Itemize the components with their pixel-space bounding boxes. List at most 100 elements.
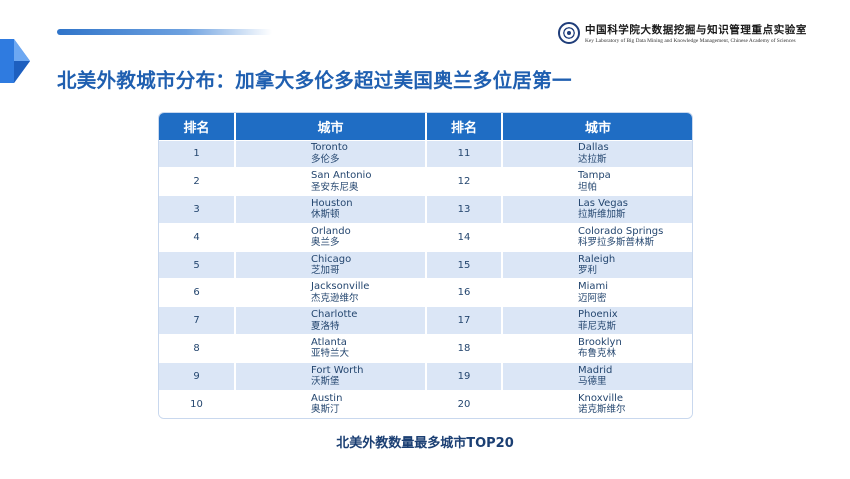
- city-cell: Orlando 奥兰多: [234, 222, 426, 252]
- city-name-en: San Antonio: [311, 170, 372, 182]
- city-name-cn: 达拉斯: [578, 153, 607, 165]
- city-name-cn: 奥斯汀: [311, 404, 340, 416]
- city-name-en: Las Vegas: [578, 197, 628, 209]
- city-cell: Dallas 达拉斯: [501, 139, 692, 168]
- table-row: 9 Fort Worth 沃斯堡 19 Madrid 马德里: [159, 361, 692, 391]
- rank-cell: 11: [425, 139, 502, 168]
- header-rank-right: 排名: [425, 113, 502, 140]
- lab-logo: 中国科学院大数据挖掘与知识管理重点实验室 Key Laboratory of B…: [558, 22, 807, 44]
- city-cell: Colorado Springs 科罗拉多斯普林斯: [501, 222, 692, 252]
- city-cell: Madrid 马德里: [501, 361, 692, 391]
- table-row: 7 Charlotte 夏洛特 17 Phoenix 菲尼克斯: [159, 306, 692, 335]
- table-row: 3 Houston 休斯顿 13 Las Vegas 拉斯维加斯: [159, 195, 692, 224]
- city-name-cn: 奥兰多: [311, 237, 340, 249]
- city-name-en: Miami: [578, 281, 609, 293]
- city-name-en: Toronto: [311, 142, 348, 154]
- rank-cell: 5: [159, 250, 235, 279]
- city-cell: Phoenix 菲尼克斯: [501, 306, 692, 335]
- rank-cell: 15: [425, 250, 502, 279]
- city-name-cn: 菲尼克斯: [578, 320, 617, 332]
- city-cell: Atlanta 亚特兰大: [234, 334, 426, 363]
- rank-cell: 6: [159, 278, 235, 307]
- city-cell: Knoxville 诺克斯维尔: [501, 389, 692, 418]
- city-name-cn: 诺克斯维尔: [578, 404, 626, 416]
- table-row: 5 Chicago 芝加哥 15 Raleigh 罗利: [159, 250, 692, 279]
- header-city-left: 城市: [234, 113, 426, 140]
- city-name-en: Phoenix: [578, 309, 618, 321]
- city-name-en: Chicago: [311, 253, 352, 265]
- city-name-en: Orlando: [311, 225, 351, 237]
- cas-seal-icon: [558, 22, 580, 44]
- city-name-en: Charlotte: [311, 309, 358, 321]
- city-cell: Charlotte 夏洛特: [234, 306, 426, 335]
- city-cell: Houston 休斯顿: [234, 195, 426, 224]
- city-name-cn: 圣安东尼奥: [311, 181, 359, 193]
- city-name-cn: 布鲁克林: [578, 348, 617, 360]
- rank-cell: 13: [425, 195, 502, 224]
- city-name-cn: 休斯顿: [311, 209, 340, 221]
- rank-cell: 10: [159, 389, 235, 418]
- city-name-cn: 夏洛特: [311, 320, 340, 332]
- table-row: 10 Austin 奥斯汀 20 Knoxville 诺克斯维尔: [159, 389, 692, 418]
- city-name-cn: 坦帕: [578, 181, 598, 193]
- city-name-en: Jacksonville: [311, 281, 370, 293]
- rank-cell: 4: [159, 222, 235, 252]
- rank-cell: 3: [159, 195, 235, 224]
- city-name-en: Tampa: [578, 170, 611, 182]
- rank-cell: 12: [425, 167, 502, 196]
- city-name-en: Colorado Springs: [578, 225, 664, 237]
- rank-cell: 19: [425, 361, 502, 391]
- city-cell: Tampa 坦帕: [501, 167, 692, 196]
- city-name-en: Madrid: [578, 364, 613, 376]
- rank-cell: 16: [425, 278, 502, 307]
- city-name-cn: 科罗拉多斯普林斯: [578, 237, 655, 249]
- header-city-right: 城市: [501, 113, 692, 140]
- city-ranking-table: 排名 城市 排名 城市 1 Toronto 多伦多 11 Dallas 达拉斯 2 …: [158, 112, 693, 419]
- city-cell: Toronto 多伦多: [234, 139, 426, 168]
- header-rank-left: 排名: [159, 113, 235, 140]
- table-row: 6 Jacksonville 杰克逊维尔 16 Miami 迈阿密: [159, 278, 692, 307]
- rank-cell: 14: [425, 222, 502, 252]
- city-name-cn: 亚特兰大: [311, 348, 350, 360]
- city-name-cn: 多伦多: [311, 153, 340, 165]
- city-name-en: Fort Worth: [311, 364, 364, 376]
- city-name-cn: 拉斯维加斯: [578, 209, 626, 221]
- lab-name-en: Key Laboratory of Big Data Mining and Kn…: [585, 38, 796, 44]
- city-name-cn: 芝加哥: [311, 265, 340, 277]
- city-name-cn: 沃斯堡: [311, 376, 340, 388]
- table-row: 4 Orlando 奥兰多 14 Colorado Springs 科罗拉多斯普林斯: [159, 222, 692, 252]
- rank-cell: 17: [425, 306, 502, 335]
- city-name-en: Raleigh: [578, 253, 616, 265]
- slide-title: 北美外教城市分布：加拿大多伦多超过美国奥兰多位居第一: [57, 69, 572, 92]
- table-row: 8 Atlanta 亚特兰大 18 Brooklyn 布鲁克林: [159, 334, 692, 363]
- city-cell: San Antonio 圣安东尼奥: [234, 167, 426, 196]
- city-name-en: Houston: [311, 197, 353, 209]
- rank-cell: 7: [159, 306, 235, 335]
- city-name-en: Knoxville: [578, 392, 624, 404]
- rank-cell: 9: [159, 361, 235, 391]
- city-cell: Jacksonville 杰克逊维尔: [234, 278, 426, 307]
- rank-cell: 8: [159, 334, 235, 363]
- city-name-cn: 杰克逊维尔: [311, 292, 359, 304]
- city-name-cn: 迈阿密: [578, 292, 607, 304]
- city-cell: Brooklyn 布鲁克林: [501, 334, 692, 363]
- city-cell: Miami 迈阿密: [501, 278, 692, 307]
- city-name-en: Atlanta: [311, 336, 347, 348]
- table-header-row: 排名 城市 排名 城市: [159, 113, 692, 140]
- city-name-cn: 马德里: [578, 376, 607, 388]
- city-name-en: Austin: [311, 392, 343, 404]
- city-cell: Austin 奥斯汀: [234, 389, 426, 418]
- city-cell: Fort Worth 沃斯堡: [234, 361, 426, 391]
- city-cell: Las Vegas 拉斯维加斯: [501, 195, 692, 224]
- header-accent-stripe: [57, 29, 272, 35]
- city-name-en: Brooklyn: [578, 336, 622, 348]
- city-name-cn: 罗利: [578, 265, 598, 277]
- rank-cell: 2: [159, 167, 235, 196]
- rank-cell: 20: [425, 389, 502, 418]
- city-cell: Chicago 芝加哥: [234, 250, 426, 279]
- lab-name: 中国科学院大数据挖掘与知识管理重点实验室 Key Laboratory of B…: [585, 22, 807, 44]
- city-name-en: Dallas: [578, 142, 609, 154]
- table-caption: 北美外教数量最多城市TOP20: [336, 436, 514, 451]
- rank-cell: 1: [159, 139, 235, 168]
- blue-cube-corner-icon: [0, 39, 30, 83]
